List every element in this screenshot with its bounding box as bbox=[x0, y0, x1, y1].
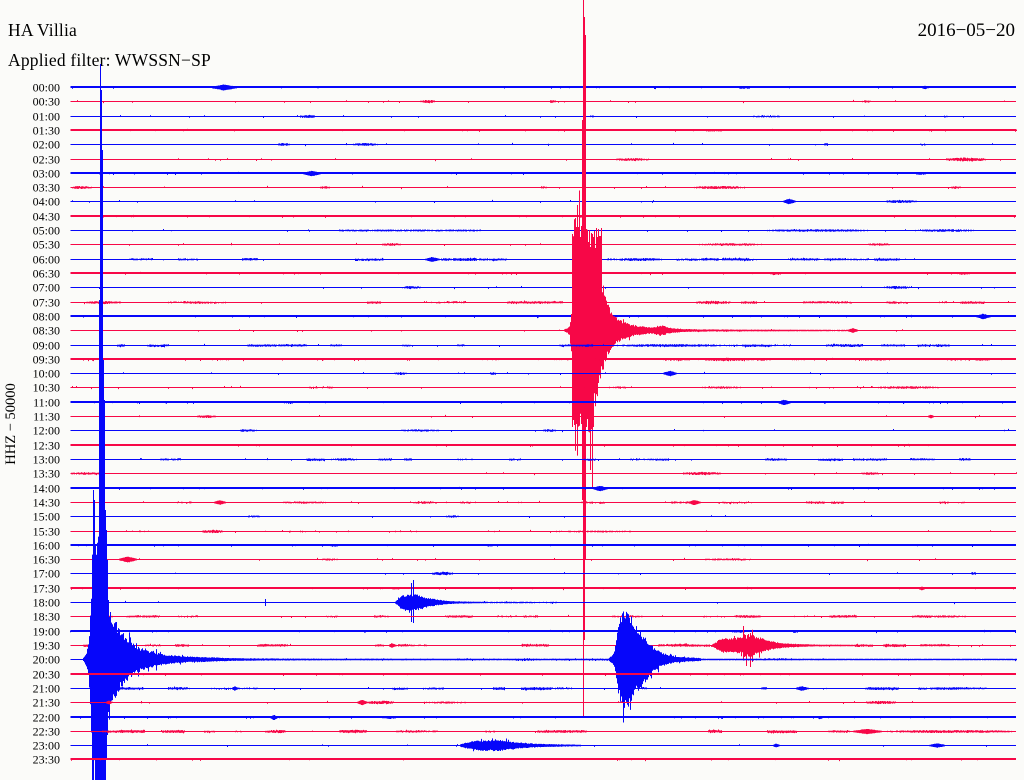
svg-text:20:30: 20:30 bbox=[33, 668, 60, 682]
svg-text:07:30: 07:30 bbox=[33, 296, 60, 310]
svg-text:09:00: 09:00 bbox=[33, 339, 60, 353]
svg-text:13:30: 13:30 bbox=[33, 467, 60, 481]
svg-text:05:30: 05:30 bbox=[33, 238, 60, 252]
svg-text:HA Villia: HA Villia bbox=[8, 20, 77, 40]
svg-text:04:00: 04:00 bbox=[33, 195, 60, 209]
svg-text:23:00: 23:00 bbox=[33, 739, 60, 753]
svg-text:11:00: 11:00 bbox=[33, 396, 60, 410]
svg-text:06:00: 06:00 bbox=[33, 253, 60, 267]
svg-text:01:00: 01:00 bbox=[33, 110, 60, 124]
svg-text:10:00: 10:00 bbox=[33, 367, 60, 381]
svg-text:14:00: 14:00 bbox=[33, 482, 60, 496]
svg-text:08:00: 08:00 bbox=[33, 310, 60, 324]
svg-text:04:30: 04:30 bbox=[33, 210, 60, 224]
svg-text:09:30: 09:30 bbox=[33, 353, 60, 367]
svg-text:07:00: 07:00 bbox=[33, 281, 60, 295]
svg-text:12:30: 12:30 bbox=[33, 439, 60, 453]
svg-text:08:30: 08:30 bbox=[33, 324, 60, 338]
svg-text:01:30: 01:30 bbox=[33, 124, 60, 138]
svg-text:2016−05−20: 2016−05−20 bbox=[918, 20, 1015, 41]
svg-text:22:00: 22:00 bbox=[33, 711, 60, 725]
svg-text:20:00: 20:00 bbox=[33, 653, 60, 667]
svg-text:19:30: 19:30 bbox=[33, 639, 60, 653]
svg-text:12:00: 12:00 bbox=[33, 424, 60, 438]
svg-text:21:30: 21:30 bbox=[33, 696, 60, 710]
svg-text:18:30: 18:30 bbox=[33, 610, 60, 624]
svg-text:02:00: 02:00 bbox=[33, 138, 60, 152]
svg-text:15:00: 15:00 bbox=[33, 510, 60, 524]
svg-text:03:00: 03:00 bbox=[33, 167, 60, 181]
svg-text:05:00: 05:00 bbox=[33, 224, 60, 238]
svg-text:10:30: 10:30 bbox=[33, 381, 60, 395]
svg-text:22:30: 22:30 bbox=[33, 725, 60, 739]
svg-text:16:00: 16:00 bbox=[33, 539, 60, 553]
svg-text:02:30: 02:30 bbox=[33, 153, 60, 167]
svg-text:23:30: 23:30 bbox=[33, 753, 60, 767]
svg-text:00:00: 00:00 bbox=[33, 81, 60, 95]
svg-text:18:00: 18:00 bbox=[33, 596, 60, 610]
svg-text:HHZ − 50000: HHZ − 50000 bbox=[3, 383, 19, 464]
svg-text:16:30: 16:30 bbox=[33, 553, 60, 567]
svg-text:13:00: 13:00 bbox=[33, 453, 60, 467]
svg-text:11:30: 11:30 bbox=[33, 410, 60, 424]
svg-text:21:00: 21:00 bbox=[33, 682, 60, 696]
svg-text:17:00: 17:00 bbox=[33, 567, 60, 581]
svg-text:Applied filter: WWSSN−SP: Applied filter: WWSSN−SP bbox=[8, 50, 211, 70]
svg-text:00:30: 00:30 bbox=[33, 95, 60, 109]
svg-text:19:00: 19:00 bbox=[33, 625, 60, 639]
svg-text:03:30: 03:30 bbox=[33, 181, 60, 195]
svg-text:15:30: 15:30 bbox=[33, 525, 60, 539]
svg-text:17:30: 17:30 bbox=[33, 582, 60, 596]
svg-text:06:30: 06:30 bbox=[33, 267, 60, 281]
svg-text:14:30: 14:30 bbox=[33, 496, 60, 510]
